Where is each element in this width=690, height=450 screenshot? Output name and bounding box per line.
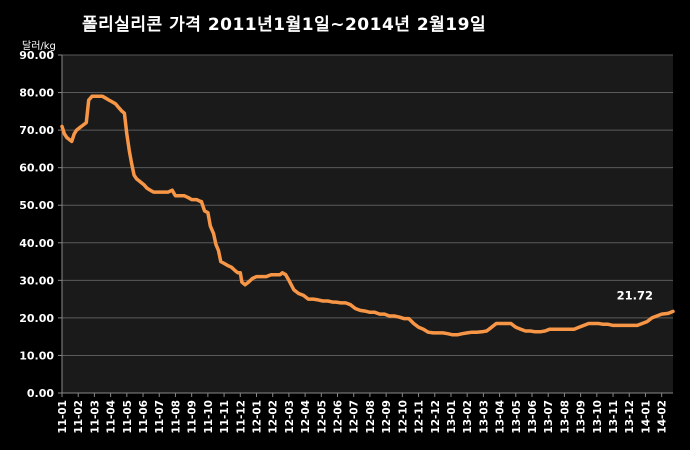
x-tick-label: 11-03 bbox=[89, 400, 101, 434]
y-tick-label: 90.00 bbox=[19, 49, 54, 62]
y-tick-label: 60.00 bbox=[19, 162, 54, 175]
x-tick-label: 11-09 bbox=[187, 400, 199, 434]
chart-title: 폴리실리콘 가격 2011년1월1일~2014년 2월19일 bbox=[82, 15, 487, 35]
y-tick-label: 30.00 bbox=[19, 274, 54, 287]
x-tick-label: 12-11 bbox=[414, 400, 426, 434]
x-tick-label: 13-12 bbox=[624, 400, 636, 434]
x-tick-label: 12-02 bbox=[268, 400, 280, 434]
x-tick-label: 14-02 bbox=[657, 400, 669, 434]
x-tick-label: 13-03 bbox=[478, 400, 490, 434]
x-tick-label: 11-01 bbox=[57, 400, 69, 434]
x-tick-label: 11-02 bbox=[73, 400, 85, 434]
x-tick-label: 13-06 bbox=[527, 400, 539, 434]
y-tick-label: 0.00 bbox=[27, 387, 54, 400]
y-tick-label: 20.00 bbox=[19, 312, 54, 325]
x-tick-label: 14-01 bbox=[640, 400, 652, 434]
x-tick-label: 13-07 bbox=[543, 400, 555, 434]
x-tick-label: 11-04 bbox=[106, 400, 118, 434]
y-tick-label: 40.00 bbox=[19, 237, 54, 250]
x-tick-label: 13-09 bbox=[576, 400, 588, 434]
x-tick-label: 12-05 bbox=[316, 400, 328, 434]
x-tick-label: 13-10 bbox=[592, 400, 604, 434]
x-axis-ticks: 11-01 11-02 11-03 11-04 11-05 11-06 11-07 11-08… bbox=[57, 393, 669, 434]
x-tick-label: 12-06 bbox=[333, 400, 345, 434]
x-tick-label: 13-01 bbox=[446, 400, 458, 434]
x-tick-label: 11-10 bbox=[203, 400, 215, 434]
x-tick-label: 11-05 bbox=[122, 400, 134, 434]
x-tick-label: 12-01 bbox=[251, 400, 263, 434]
x-tick-label: 11-11 bbox=[219, 400, 231, 434]
gridlines bbox=[62, 54, 673, 356]
y-axis-unit-label: 달러/kg bbox=[22, 41, 56, 52]
x-tick-label: 11-07 bbox=[154, 400, 166, 434]
series-line bbox=[60, 94, 675, 337]
x-tick-label: 13-11 bbox=[608, 400, 620, 434]
y-tick-label: 80.00 bbox=[19, 87, 54, 100]
data-label: 21.72 bbox=[617, 288, 653, 302]
x-tick-label: 11-06 bbox=[138, 400, 150, 434]
x-tick-label: 13-05 bbox=[511, 400, 523, 434]
plot-area bbox=[62, 55, 673, 393]
x-tick-label: 12-04 bbox=[300, 400, 312, 434]
x-tick-label: 13-04 bbox=[495, 400, 507, 434]
x-tick-label: 11-12 bbox=[235, 400, 247, 434]
x-tick-label: 12-08 bbox=[365, 400, 377, 434]
x-tick-label: 12-07 bbox=[349, 400, 361, 434]
y-tick-label: 70.00 bbox=[19, 124, 54, 137]
x-tick-label: 12-10 bbox=[397, 400, 409, 434]
x-tick-label: 12-12 bbox=[430, 400, 442, 434]
series-group bbox=[60, 94, 675, 337]
x-tick-label: 12-03 bbox=[284, 400, 296, 434]
data-labels: 21.72 bbox=[617, 288, 653, 302]
y-tick-label: 50.00 bbox=[19, 199, 54, 212]
x-tick-label: 13-08 bbox=[559, 400, 571, 434]
x-tick-label: 12-09 bbox=[381, 400, 393, 434]
x-tick-label: 11-08 bbox=[170, 400, 182, 434]
y-tick-label: 10.00 bbox=[19, 349, 54, 362]
y-axis-ticks: 0.00 10.00 20.00 30.00 40.00 50.00 60.00 70.00 8… bbox=[19, 49, 62, 400]
x-tick-label: 13-02 bbox=[462, 400, 474, 434]
